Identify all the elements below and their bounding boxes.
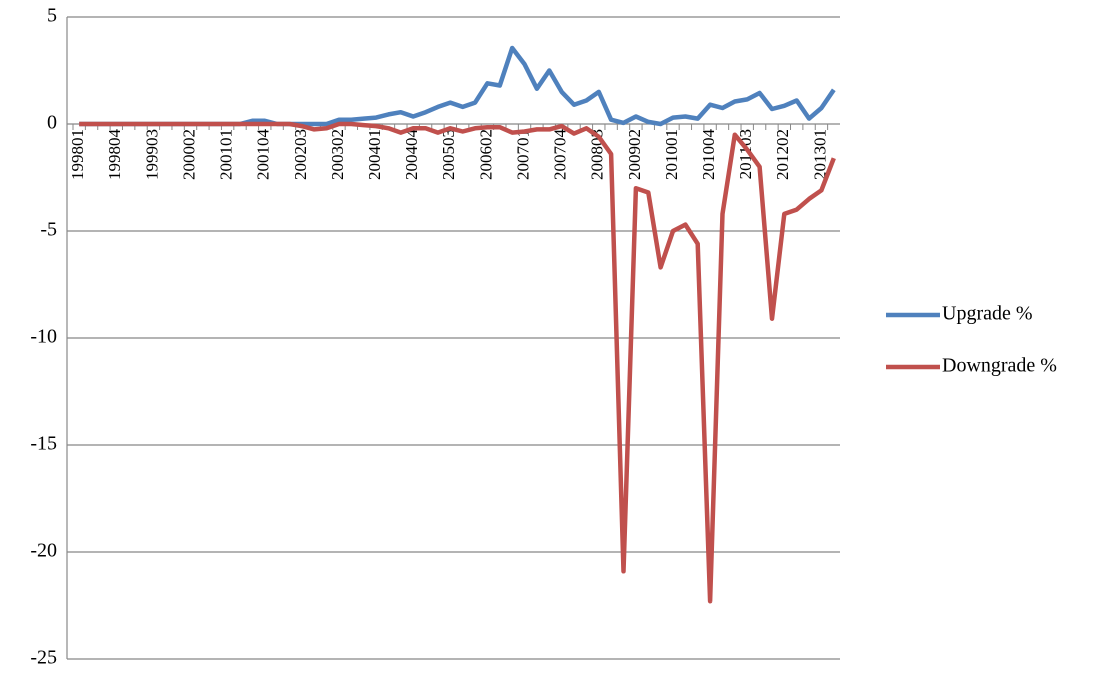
- legend-label: Downgrade %: [942, 355, 1057, 377]
- y-tick-label: -5: [40, 219, 57, 241]
- x-tick-label: 199903: [142, 129, 161, 180]
- y-tick-label: -25: [30, 647, 57, 669]
- x-tick-label: 199804: [105, 129, 124, 181]
- x-tick-label: 199801: [68, 129, 87, 180]
- x-tick-label: 200404: [402, 129, 421, 181]
- series-line: [79, 121, 836, 604]
- x-tick-label: 201301: [810, 129, 829, 180]
- x-tick-label: 200401: [365, 129, 384, 180]
- x-tick-label: 200701: [513, 129, 532, 180]
- legend-label: Upgrade %: [942, 303, 1033, 325]
- x-tick-label: 200101: [217, 129, 236, 180]
- x-tick-label: 200302: [328, 129, 347, 180]
- x-tick-label: 201202: [773, 129, 792, 180]
- y-tick-label: -10: [30, 326, 57, 348]
- x-tick-label: 201004: [699, 129, 718, 181]
- y-tick-label: 0: [47, 112, 57, 134]
- y-tick-label: -20: [30, 540, 57, 562]
- x-tick-label: 200503: [439, 129, 458, 180]
- x-tick-label: 200602: [476, 129, 495, 180]
- y-tick-label: -15: [30, 433, 57, 455]
- series-line: [79, 45, 836, 127]
- x-tick-label: 200704: [551, 129, 570, 181]
- y-tick-label: 5: [47, 5, 57, 27]
- x-tick-label: 200203: [291, 129, 310, 180]
- x-tick-label: 200902: [625, 129, 644, 180]
- x-tick-label: 200002: [179, 129, 198, 180]
- x-tick-label: 200104: [254, 129, 273, 181]
- x-tick-label: 201001: [662, 129, 681, 180]
